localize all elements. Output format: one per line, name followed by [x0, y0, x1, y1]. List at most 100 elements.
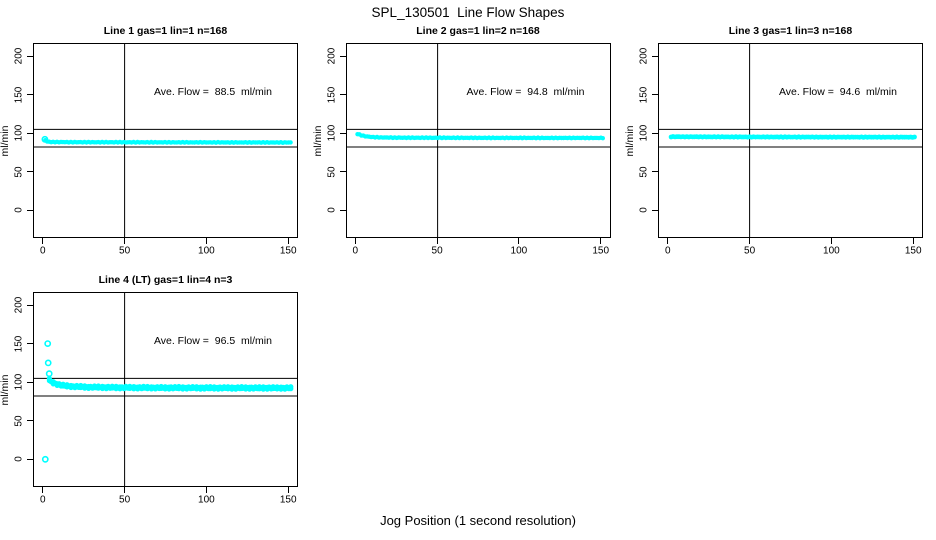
subplot-title: Line 3 gas=1 lin=3 n=168 — [728, 25, 853, 37]
y-tick — [652, 171, 658, 173]
y-tick-label: 50 — [638, 166, 650, 178]
plot-canvas — [33, 292, 298, 487]
annotation-ave-flow: Ave. Flow = 94.6 ml/min — [778, 86, 897, 99]
x-tick-label: 100 — [198, 245, 215, 257]
annotation-ave-flow: Ave. Flow = 88.5 ml/min — [153, 86, 272, 99]
plot-canvas-wrap — [33, 292, 298, 492]
outlier-point — [41, 455, 49, 463]
x-axis-label: Jog Position (1 second resolution) — [380, 513, 576, 528]
x-tick — [287, 238, 289, 244]
data-series — [354, 132, 605, 141]
x-tick — [287, 487, 289, 493]
x-tick — [42, 487, 44, 493]
y-tick — [27, 458, 33, 460]
data-point — [288, 384, 294, 390]
outlier-point — [41, 135, 49, 143]
y-tick — [27, 304, 33, 306]
x-tick-label: 100 — [823, 245, 840, 257]
y-tick-label: 0 — [13, 207, 25, 214]
y-tick — [27, 420, 33, 422]
subplot-title: Line 2 gas=1 lin=2 n=168 — [416, 25, 540, 37]
y-tick — [339, 171, 346, 173]
y-tick — [339, 55, 346, 57]
y-tick-label: 150 — [13, 335, 25, 352]
y-tick-label: 200 — [13, 47, 25, 65]
data-point — [912, 134, 917, 140]
x-tick — [354, 238, 356, 244]
y-tick-label: 100 — [13, 124, 25, 142]
y-tick — [339, 132, 346, 134]
y-tick-label: 100 — [326, 124, 337, 142]
plot-canvas — [345, 43, 611, 238]
data-point — [600, 136, 605, 141]
x-tick-label: 100 — [198, 494, 215, 506]
x-tick — [912, 238, 914, 244]
y-axis-unit-label: ml/min — [0, 125, 11, 156]
y-tick-label: 50 — [13, 166, 25, 178]
y-tick-label: 200 — [326, 47, 337, 65]
x-tick-label: 150 — [279, 245, 297, 257]
x-tick — [205, 487, 207, 493]
x-tick-label: 150 — [904, 245, 922, 257]
outlier-point — [44, 359, 52, 367]
x-tick — [124, 487, 126, 493]
x-tick — [518, 238, 520, 244]
annotation-ave-flow: Ave. Flow = 96.5 ml/min — [153, 335, 272, 348]
plot-canvas-wrap — [33, 43, 298, 243]
y-tick-label: 200 — [13, 296, 25, 314]
x-tick — [600, 238, 602, 244]
outlier-point — [45, 370, 53, 378]
x-tick — [830, 238, 832, 244]
x-tick-label: 150 — [279, 494, 297, 506]
y-tick-label: 150 — [326, 86, 337, 103]
data-series — [43, 138, 293, 145]
x-tick-label: 50 — [431, 245, 443, 257]
x-tick — [205, 238, 207, 244]
y-tick — [652, 94, 658, 96]
y-tick-label: 0 — [13, 456, 25, 463]
y-tick-label: 50 — [326, 166, 337, 178]
y-tick-label: 150 — [638, 86, 650, 103]
y-tick — [27, 55, 33, 57]
x-tick-label: 50 — [119, 494, 131, 506]
outlier-point — [44, 340, 52, 347]
x-tick-label: 0 — [40, 494, 46, 506]
y-tick — [27, 381, 33, 383]
subplot-title: Line 1 gas=1 lin=1 n=168 — [103, 25, 228, 37]
x-tick-label: 0 — [352, 245, 359, 257]
x-tick — [436, 238, 438, 244]
data-series — [668, 134, 917, 140]
data-series — [46, 376, 294, 392]
y-axis-unit-label: ml/min — [624, 125, 636, 156]
x-tick — [124, 238, 126, 244]
y-tick — [652, 132, 658, 134]
y-tick-label: 100 — [638, 124, 650, 142]
y-tick — [27, 209, 33, 211]
y-tick — [339, 94, 346, 96]
y-tick-label: 50 — [13, 415, 25, 427]
y-tick — [652, 55, 658, 57]
y-tick-label: 0 — [326, 207, 337, 214]
x-tick-label: 0 — [665, 245, 671, 257]
plot-canvas-wrap — [658, 43, 923, 243]
x-tick — [749, 238, 751, 244]
x-tick-label: 50 — [744, 245, 756, 257]
y-tick — [652, 209, 658, 211]
y-tick — [27, 94, 33, 96]
y-axis-unit-label: ml/min — [0, 374, 11, 405]
y-tick-label: 100 — [13, 373, 25, 391]
plot-canvas — [33, 43, 298, 238]
y-axis-unit-label: ml/min — [311, 125, 324, 156]
subplot-title: Line 4 (LT) gas=1 lin=4 n=3 — [98, 274, 233, 286]
x-tick-label: 150 — [592, 245, 610, 257]
plot-box — [658, 43, 923, 238]
y-tick — [27, 171, 33, 173]
y-tick-label: 150 — [13, 86, 25, 103]
y-tick — [27, 132, 33, 134]
main-title: SPL_130501 Line Flow Shapes — [371, 5, 565, 20]
plot-canvas-wrap — [345, 43, 611, 243]
annotation-ave-flow: Ave. Flow = 94.8 ml/min — [466, 86, 585, 99]
y-tick-label: 200 — [638, 47, 650, 65]
data-point — [288, 140, 293, 145]
x-tick-label: 0 — [40, 245, 46, 257]
